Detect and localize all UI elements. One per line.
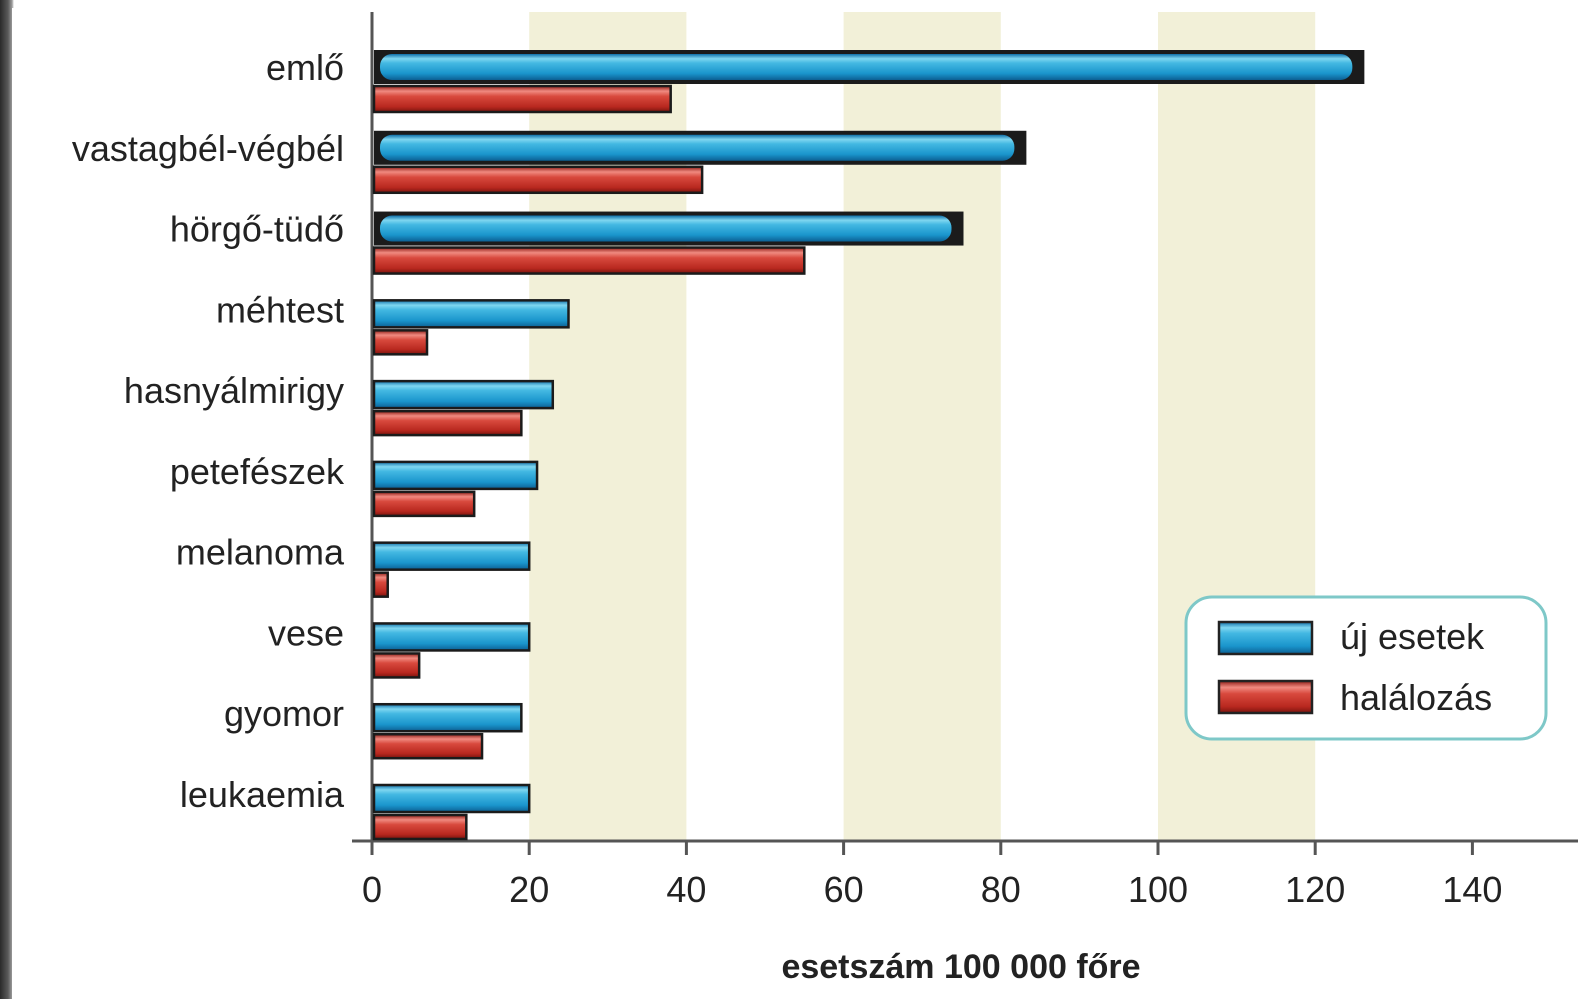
x-tick-label-140: 140 [1442, 869, 1502, 910]
x-tick-label-0: 0 [362, 869, 382, 910]
bar-halalozas-9 [372, 813, 468, 841]
category-label-8: gyomor [224, 693, 344, 734]
axes [352, 12, 1578, 855]
category-label-6: melanoma [176, 532, 345, 573]
legend: új esetek halálozás [1184, 595, 1548, 741]
bar-uj-esetek-8 [372, 702, 523, 733]
bar-uj-esetek-0 [380, 54, 1353, 80]
bar-halalozas-7 [372, 652, 421, 679]
bar-halalozas-3 [372, 329, 429, 356]
category-label-5: petefészek [170, 451, 345, 492]
bar-halalozas-1 [372, 165, 704, 195]
bar-halalozas-6 [372, 571, 389, 598]
bar-halalozas-5 [372, 490, 476, 518]
x-tick-label-60: 60 [824, 869, 864, 910]
bar-halalozas-8 [372, 732, 484, 760]
bars [372, 50, 1365, 841]
x-tick-label-80: 80 [981, 869, 1021, 910]
legend-swatch-halalozas [1217, 679, 1314, 715]
x-tick-label-100: 100 [1128, 869, 1188, 910]
labels: 0 20 40 60 80 100 120 140 emlő vastagbél-végbél hö… [72, 47, 1503, 910]
category-label-0: emlő [266, 47, 344, 88]
bar-uj-esetek-6 [372, 541, 531, 571]
chart-panel [12, 8, 1578, 999]
category-label-1: vastagbél-végbél [72, 128, 344, 169]
bar-halalozas-2 [372, 246, 806, 275]
bar-uj-esetek-7 [372, 622, 531, 652]
legend-label-uj-esetek: új esetek [1340, 616, 1485, 657]
bar-uj-esetek-1 [380, 134, 1015, 161]
category-label-3: méhtest [216, 289, 344, 330]
bar-uj-esetek-5 [372, 460, 539, 491]
bar-uj-esetek-4 [372, 379, 555, 410]
category-label-9: leukaemia [180, 774, 345, 815]
bar-halalozas-0 [372, 84, 672, 114]
x-tick-label-20: 20 [509, 869, 549, 910]
legend-label-halalozas: halálozás [1340, 677, 1492, 718]
x-tick-label-120: 120 [1285, 869, 1345, 910]
bar-uj-esetek-2 [380, 215, 952, 242]
bar-uj-esetek-3 [372, 299, 570, 329]
bar-uj-esetek-9 [372, 783, 531, 814]
bar-halalozas-4 [372, 409, 523, 437]
category-label-4: hasnyálmirigy [124, 370, 344, 411]
x-axis-title: esetszám 100 000 főre [781, 948, 1140, 986]
category-label-7: vese [268, 612, 344, 653]
category-label-2: hörgő-tüdő [170, 209, 344, 250]
legend-swatch-uj-esetek [1217, 620, 1314, 656]
x-tick-label-40: 40 [666, 869, 706, 910]
